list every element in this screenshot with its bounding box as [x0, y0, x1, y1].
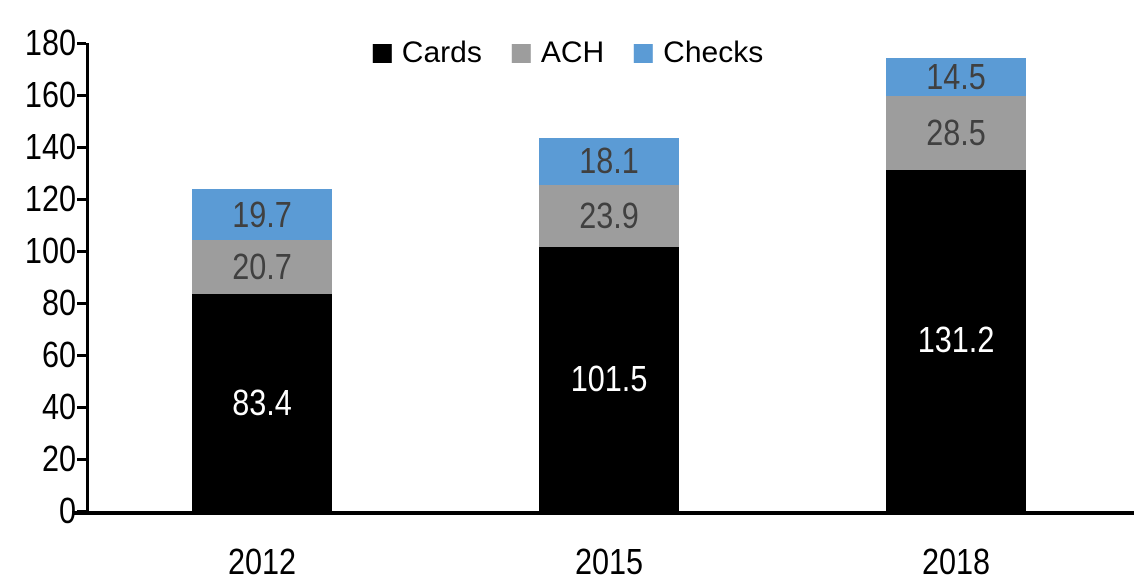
y-axis-tick-label: 0 — [58, 490, 76, 531]
bar-segment-ach: 20.7 — [191, 240, 332, 295]
bar-2012: 83.4 20.7 19.7 — [191, 189, 332, 511]
x-axis-category-label: 2018 — [922, 541, 991, 582]
bar-value-label: 20.7 — [231, 246, 292, 288]
y-axis-tick-label: 180 — [24, 22, 77, 63]
legend-item-cards: Cards — [372, 36, 482, 69]
y-axis-tick-label: 60 — [41, 334, 76, 375]
legend-item-checks: Checks — [634, 38, 763, 68]
bar-value-label: 83.4 — [231, 381, 292, 423]
legend-swatch-icon — [372, 43, 392, 63]
y-axis-tick — [77, 42, 86, 45]
x-axis-category-label: 2012 — [227, 541, 296, 582]
bar-value-label: 19.7 — [231, 193, 292, 235]
y-axis-tick — [77, 198, 86, 201]
chart-legend: Cards ACH Checks — [372, 33, 763, 73]
bar-segment-ach: 28.5 — [886, 95, 1027, 170]
bar-value-label: 131.2 — [918, 319, 995, 361]
legend-swatch-icon — [511, 43, 531, 63]
bar-2018: 131.2 28.5 14.5 — [886, 58, 1027, 511]
y-axis-tick — [77, 94, 86, 97]
y-axis-tick — [77, 354, 86, 357]
bar-value-label: 23.9 — [579, 195, 639, 237]
bar-segment-checks: 18.1 — [539, 137, 679, 185]
y-axis-tick-label: 20 — [41, 438, 76, 479]
y-axis-tick-label: 80 — [41, 282, 76, 323]
bar-segment-ach: 23.9 — [539, 184, 679, 248]
y-axis-tick — [77, 458, 86, 461]
y-axis-tick-label: 120 — [24, 178, 77, 219]
bar-value-label: 101.5 — [570, 358, 648, 400]
y-axis-tick-label: 140 — [24, 126, 77, 167]
legend-item-ach: ACH — [511, 36, 605, 69]
bar-segment-cards: 101.5 — [539, 247, 679, 511]
y-axis-tick — [77, 146, 86, 149]
y-axis-tick — [77, 302, 86, 305]
legend-swatch-icon — [634, 43, 654, 63]
x-axis-line — [72, 511, 1134, 515]
y-axis-tick — [77, 510, 86, 513]
bar-segment-cards: 131.2 — [886, 169, 1027, 511]
y-axis-tick — [77, 250, 86, 253]
bar-value-label: 18.1 — [579, 140, 639, 182]
legend-label: ACH — [540, 36, 605, 69]
bar-value-label: 14.5 — [926, 58, 987, 96]
y-axis-tick — [77, 406, 86, 409]
bar-value-label: 28.5 — [926, 111, 987, 153]
bar-2015: 101.5 23.9 18.1 — [539, 137, 679, 511]
y-axis-tick-label: 40 — [41, 386, 76, 427]
bar-segment-cards: 83.4 — [191, 294, 332, 511]
legend-label: Checks — [663, 36, 764, 69]
y-axis-line — [86, 43, 89, 515]
bar-segment-checks: 19.7 — [191, 189, 332, 241]
y-axis-tick-label: 100 — [24, 230, 77, 271]
y-axis-tick-label: 160 — [24, 74, 77, 115]
legend-label: Cards — [401, 36, 482, 69]
x-axis-category-label: 2015 — [574, 541, 644, 582]
bar-segment-checks: 14.5 — [886, 58, 1027, 96]
